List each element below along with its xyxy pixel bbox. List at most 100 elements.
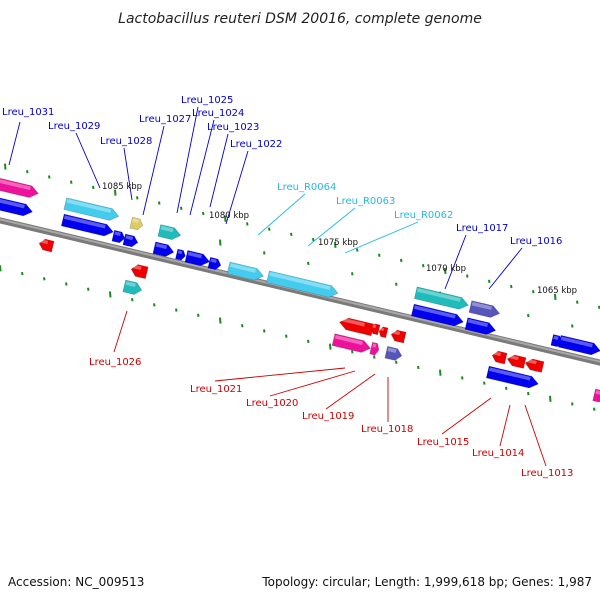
gene-arrow xyxy=(524,358,545,373)
gene-label: Lreu_1016 xyxy=(510,236,562,247)
gene-arrow-shine xyxy=(508,354,519,361)
label-leader xyxy=(8,121,21,166)
label-leader xyxy=(209,133,229,208)
gene-arrow-body xyxy=(464,317,497,335)
tick-mark xyxy=(4,163,7,170)
gene-arrow-shine xyxy=(132,264,142,270)
label-leader-lines xyxy=(8,106,547,467)
gene-label: Lreu_1017 xyxy=(456,223,508,234)
tick-mark xyxy=(153,303,156,307)
tick-mark xyxy=(527,313,530,318)
tick-mark xyxy=(527,391,530,396)
tick-mark xyxy=(197,313,200,317)
gene-arrow-body xyxy=(63,197,120,221)
gene-arrow xyxy=(506,354,527,369)
accession-text: Accession: NC_009513 xyxy=(8,575,144,589)
gene-arrow xyxy=(384,345,403,361)
gene-arrow-body xyxy=(152,241,175,257)
gene-label: Lreu_1015 xyxy=(417,437,469,448)
gene-arrow-body xyxy=(157,224,182,240)
gene-arrow-shine xyxy=(417,288,461,302)
gene-arrow-shine xyxy=(340,317,365,327)
gene-arrow-body xyxy=(592,388,600,403)
gene-arrow xyxy=(468,300,501,318)
gene-arrow-shine xyxy=(595,390,600,395)
tick-mark xyxy=(285,334,288,338)
gene-arrow-shine xyxy=(553,335,559,340)
gene-arrow-shine xyxy=(387,347,397,353)
label-leader xyxy=(75,132,101,189)
gene-arrow-body xyxy=(122,279,143,295)
gene-label: Lreu_1024 xyxy=(192,108,244,119)
gene-arrow xyxy=(491,350,508,365)
gene-arrow xyxy=(130,264,149,280)
gene-arrow xyxy=(38,238,55,253)
gene-arrow-body xyxy=(60,213,114,237)
gene-arrow-shine xyxy=(0,177,31,191)
gene-label: Lreu_1028 xyxy=(100,136,152,147)
gene-arrow-body xyxy=(413,286,469,310)
gene-arrow xyxy=(266,270,339,298)
genome-summary-text: Topology: circular; Length: 1,999,618 bp… xyxy=(261,575,592,589)
gene-arrow xyxy=(60,213,114,237)
gene-arrow-shine xyxy=(155,243,168,250)
tick-mark xyxy=(70,180,73,184)
gene-arrow xyxy=(129,216,144,231)
gene-arrow xyxy=(370,323,381,336)
gene-arrow-body xyxy=(111,229,126,244)
gene-arrow-shine xyxy=(467,318,488,328)
tick-mark xyxy=(378,253,381,257)
scale-label: 1070 kbp xyxy=(426,264,466,274)
gene-label: Lreu_1029 xyxy=(48,121,100,132)
gene-label: Lreu_1022 xyxy=(230,139,282,150)
label-leader xyxy=(225,150,249,225)
gene-arrow-body xyxy=(331,333,371,353)
tick-mark xyxy=(131,298,134,302)
gene-arrow-body xyxy=(207,256,222,271)
tick-mark xyxy=(395,282,398,286)
gene-arrow xyxy=(175,248,186,261)
gene-arrow-shine xyxy=(372,343,377,348)
label-leader xyxy=(524,404,547,467)
gene-label: Lreu_R0063 xyxy=(336,196,395,207)
gene-arrow-shine xyxy=(125,235,134,241)
tick-mark xyxy=(598,305,600,310)
tick-mark xyxy=(246,222,249,226)
gene-label: Lreu_1021 xyxy=(190,384,242,395)
gene-label: Lreu_R0062 xyxy=(394,210,453,221)
gene-arrow-body xyxy=(378,326,389,339)
gene-arrow-body xyxy=(266,270,339,298)
label-leader xyxy=(189,119,215,216)
tick-mark xyxy=(571,324,574,328)
gene-arrow-body xyxy=(390,329,407,344)
label-leader xyxy=(488,247,523,290)
gene-label: Lreu_1026 xyxy=(89,357,141,368)
scale-label: 1080 kbp xyxy=(209,211,249,221)
scale-label: 1085 kbp xyxy=(102,182,142,192)
tick-mark xyxy=(422,263,425,268)
gene-arrow-body xyxy=(468,300,501,318)
tick-mark xyxy=(0,265,2,272)
gene-label: Lreu_1020 xyxy=(246,398,298,409)
gene-label: Lreu_1013 xyxy=(521,468,573,479)
gene-label: Lreu_1014 xyxy=(472,448,524,459)
tick-mark xyxy=(219,239,222,246)
gene-arrow-shine xyxy=(560,336,593,348)
gene-arrow xyxy=(122,279,143,295)
gene-arrow-body xyxy=(557,334,600,356)
genome-backbone-highlight xyxy=(0,218,600,363)
gene-arrow-shine xyxy=(334,334,363,345)
tick-mark xyxy=(549,395,552,402)
gene-arrow-body xyxy=(175,248,186,261)
gene-arrow-shine xyxy=(493,351,502,357)
label-leader xyxy=(444,234,467,290)
tick-mark xyxy=(21,271,24,276)
gene-arrow-body xyxy=(226,261,265,281)
tick-mark xyxy=(136,196,139,200)
gene-arrow xyxy=(390,329,407,344)
gene-arrow-shine xyxy=(269,272,331,290)
gene-arrow xyxy=(464,317,497,335)
gene-arrow xyxy=(63,197,120,221)
